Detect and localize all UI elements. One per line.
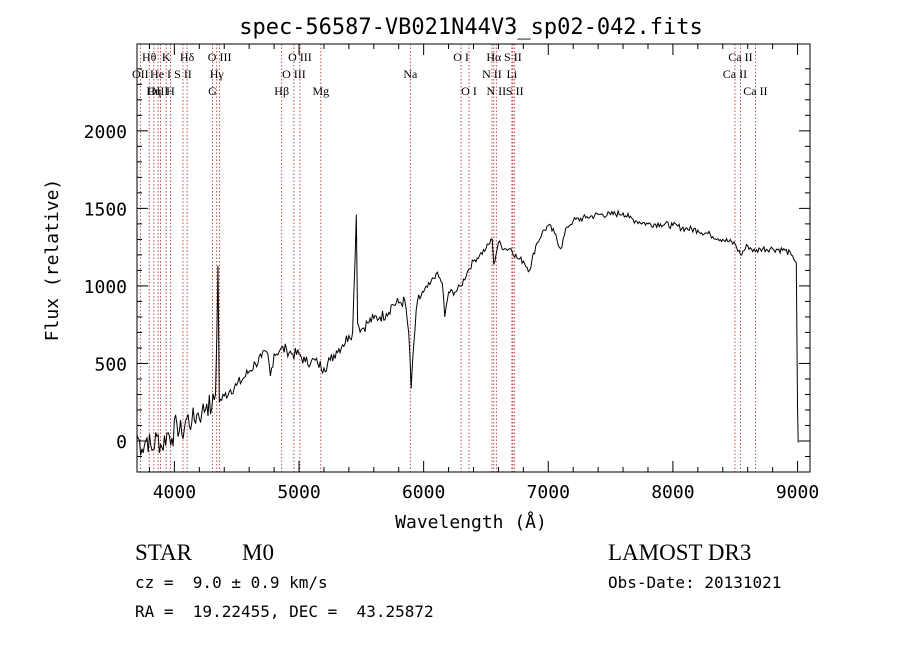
spectral-line-label: Hα: [486, 50, 502, 64]
spectral-line-markers: [139, 44, 756, 472]
x-axis-label: Wavelength (Å): [395, 511, 547, 533]
survey-name: LAMOST DR3: [608, 540, 752, 565]
spectral-line-label: He I: [150, 67, 171, 81]
y-axis: 0 500 1000 1500 2000: [84, 68, 810, 457]
coordinates: RA = 19.22455, DEC = 43.25872: [135, 602, 434, 621]
x-axis: 4000 5000 6000 7000 8000 9000: [148, 44, 819, 503]
observation-date: Obs-Date: 20131021: [608, 573, 782, 592]
spectral-line-label: S II: [506, 84, 524, 98]
spectral-line-label: H: [166, 84, 175, 98]
chart-title: spec-56587-VB021N44V3_sp02-042.fits: [239, 15, 703, 40]
redshift-value: cz = 9.0 ± 0.9 km/s: [135, 573, 328, 592]
x-tick-label: 7000: [527, 482, 570, 503]
x-tick-label: 5000: [277, 482, 320, 503]
y-tick-label: 1500: [84, 199, 127, 220]
spectral-line-label: Ca II: [728, 50, 752, 64]
spectral-line-label: S II: [174, 67, 192, 81]
y-axis-label: Flux (relative): [42, 179, 63, 342]
object-class: STAR: [135, 540, 192, 565]
y-tick-label: 500: [94, 354, 127, 375]
spectral-line-label: O I: [461, 84, 477, 98]
x-tick-label: 6000: [402, 482, 445, 503]
spectral-line-label: O III: [282, 67, 306, 81]
object-subclass: M0: [242, 540, 274, 565]
spectral-line-label: Na: [403, 67, 418, 81]
spectral-line-label: G: [208, 84, 217, 98]
spectral-line-label: Hγ: [210, 67, 225, 81]
spectral-line-label: Ca II: [743, 84, 767, 98]
spectral-line-label: Hη: [146, 84, 161, 98]
plot-frame: [136, 43, 811, 473]
y-tick-label: 1000: [84, 277, 127, 298]
spectral-line-label: K: [162, 50, 171, 64]
y-tick-label: 2000: [84, 122, 127, 143]
spectral-line-label: OII: [132, 67, 149, 81]
y-tick-label: 0: [116, 432, 127, 453]
spectral-line-label: OIII: [148, 84, 169, 98]
spectral-line-label: S II: [504, 50, 522, 64]
x-tick-label: 8000: [651, 482, 694, 503]
spectral-line-label: Hθ: [142, 50, 157, 64]
spectral-line-label: Li: [507, 67, 518, 81]
spectral-line-label: Hδ: [180, 50, 195, 64]
spectral-line-label: Ca II: [723, 67, 747, 81]
spectral-line-label: O I: [453, 50, 469, 64]
spectral-line-labels: Hθ OII OIII He I Hη K H S II Hδ G Hγ O III Hβ O III O …: [132, 50, 768, 98]
spectral-line-label: Hβ: [274, 84, 289, 98]
x-tick-label: 4000: [153, 482, 196, 503]
flux-series-line: [136, 209, 799, 456]
spectral-line-label: N II: [486, 84, 506, 98]
spectral-line-label: O III: [288, 50, 312, 64]
spectral-line-label: N II: [482, 67, 502, 81]
spectral-line-label: Mg: [312, 84, 329, 98]
x-tick-label: 9000: [776, 482, 819, 503]
spectral-line-label: O III: [208, 50, 232, 64]
